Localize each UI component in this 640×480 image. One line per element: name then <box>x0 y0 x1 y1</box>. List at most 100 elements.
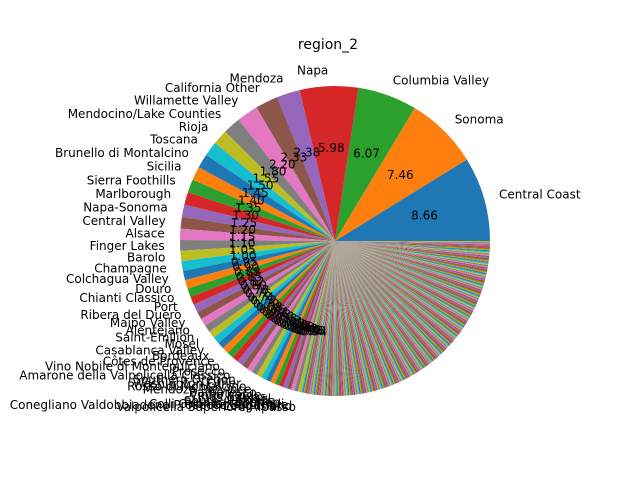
pie-rim-slice <box>335 241 374 392</box>
pie-percent-label: 0.76 <box>245 287 272 301</box>
pie-slice-label: Napa-Sonoma <box>83 201 168 215</box>
pie-rim-slice <box>335 241 455 341</box>
pie-rim-slice <box>335 241 489 262</box>
pie-rim-slice <box>335 241 469 321</box>
pie-slice-label: Pessac-Léognan <box>184 395 280 409</box>
pie-rim-slice <box>335 241 464 330</box>
pie-percent-label: 1.15 <box>229 230 256 244</box>
pie-rim-slice <box>325 241 335 396</box>
pie-rim-slice <box>308 241 335 394</box>
pie-percent-label: 8.66 <box>411 209 438 223</box>
pie-slice <box>182 241 335 281</box>
pie-percent-label: 0.58 <box>270 312 297 326</box>
pie-rim-slice <box>335 241 457 339</box>
pie-slice-label: Rosso di Montalcino <box>127 380 246 394</box>
pie-rim-slice <box>335 241 398 384</box>
pie-slice-label: Mosel <box>165 337 200 351</box>
pie-rim-slice <box>335 241 490 245</box>
pie-percent-label: 0.40 <box>294 323 321 337</box>
pie-rim-slice <box>335 241 478 303</box>
pie-rim-slice <box>335 241 453 343</box>
pie-rim-slice <box>335 241 401 382</box>
pie-rim-slice <box>335 241 474 312</box>
pie-rim-slice <box>335 241 471 318</box>
pie-slice <box>277 90 335 241</box>
pie-percent-label: 2.38 <box>294 145 321 159</box>
pie-slice-label: Finger Lakes <box>90 239 165 253</box>
pie-rim-slice <box>335 241 424 369</box>
pie-rim-slice <box>335 241 472 317</box>
pie-rim-slice <box>335 241 467 324</box>
pie-rim-slice <box>335 241 404 381</box>
pie-rim-slice <box>304 241 335 394</box>
pie-rim-slice <box>335 241 386 388</box>
pie-rim-slice <box>321 241 335 396</box>
pie-rim-slice <box>335 241 482 294</box>
pie-percent-label: 0.95 <box>231 255 258 269</box>
pie-slice <box>287 241 335 390</box>
pie-slice <box>299 85 359 241</box>
pie-slice <box>247 241 335 372</box>
pie-rim-slice <box>335 241 407 379</box>
pie-slice <box>242 241 335 369</box>
pie-percent-label: 1.20 <box>229 223 256 237</box>
pie-rim-slice <box>335 241 469 322</box>
pie-slice-label: Rías Baixas <box>198 390 267 404</box>
pie-rim-slice <box>335 241 470 320</box>
pie-slice <box>266 241 335 382</box>
pie-rim-slice <box>335 241 490 253</box>
pie-rim-slice <box>335 241 431 365</box>
pie-rim-slice <box>335 241 489 267</box>
pie-slice-label: Long Island <box>224 399 293 413</box>
pie-slice-label: Mendoza <box>230 72 284 86</box>
pie-rim-slice <box>335 241 462 332</box>
pie-rim-slice <box>335 241 466 326</box>
pie-rim-slice <box>335 241 445 352</box>
pie-rim-slices <box>301 241 491 397</box>
pie-rim-slice <box>302 241 335 393</box>
pie-rim-slice <box>335 241 420 372</box>
pie-slice <box>238 107 335 242</box>
pie-slice <box>206 143 335 241</box>
pie-rim-slice <box>335 241 447 350</box>
pie-rim-slice <box>335 241 435 361</box>
pie-rim-slice <box>335 241 439 358</box>
pie-rim-slice <box>335 241 463 331</box>
pie-rim-slice <box>335 241 468 323</box>
pie-rim-slice <box>335 241 473 315</box>
pie-rim-slice <box>335 241 353 396</box>
pie-percent-label: 0.34 <box>300 325 327 339</box>
pie-rim-slice <box>335 241 411 377</box>
pie-slice <box>184 192 335 241</box>
pie-slice <box>252 241 335 375</box>
pie-rim-slice <box>335 241 462 331</box>
pie-rim-slice <box>335 241 375 392</box>
pie-percent-label: 1.50 <box>247 179 274 193</box>
pie-percent-label: 1.55 <box>253 172 280 186</box>
pie-rim-slice <box>335 241 458 338</box>
pie-rim-slice <box>335 241 356 395</box>
pie-rim-slice <box>335 241 436 360</box>
pie-rim-slice <box>335 241 414 376</box>
pie-slice <box>274 241 335 386</box>
pie-rim-slice <box>335 241 483 289</box>
pie-rim-slice <box>335 241 383 389</box>
pie-slice-label: Amarone della Valpolicella Classico <box>19 369 230 383</box>
pie-rim-slice <box>335 241 461 333</box>
pie-percent-label: 6.07 <box>353 147 380 161</box>
pie-percent-label: 0.38 <box>296 324 323 338</box>
pie-rim-slice <box>309 241 335 395</box>
pie-rim-slice <box>335 241 382 390</box>
pie-rim-slice <box>335 241 369 393</box>
pie-rim-slice <box>335 241 387 388</box>
pie-percent-label: 0.68 <box>256 300 283 314</box>
pie-rim-slice <box>335 241 385 389</box>
pie-rim-slice <box>335 241 484 286</box>
pie-rim-slice <box>335 241 403 381</box>
pie-rim-slice <box>335 241 390 387</box>
pie-percent-label: 0.70 <box>253 297 280 311</box>
pie-slice-label: Alentejano <box>126 324 190 338</box>
pie-rim-slice <box>335 241 486 278</box>
pie-rim-slice <box>335 241 479 301</box>
pie-slice-label: Prosecco <box>172 364 225 378</box>
